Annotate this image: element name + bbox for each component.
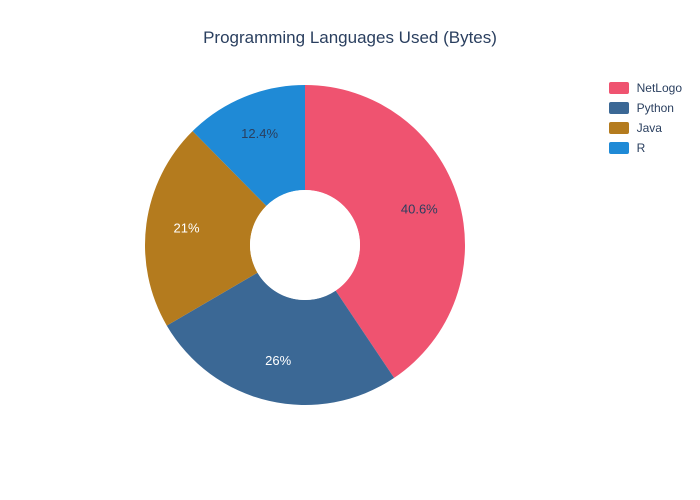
chart-title: Programming Languages Used (Bytes) [0,28,700,48]
donut-hole [250,190,360,300]
legend-swatch [609,122,629,134]
donut-chart: 40.6%26%21%12.4% [145,85,465,405]
donut-svg: 40.6%26%21%12.4% [145,85,465,405]
legend-label: Java [637,120,662,136]
legend-label: Python [637,100,674,116]
legend-swatch [609,102,629,114]
legend-item-python[interactable]: Python [609,100,682,116]
legend-item-java[interactable]: Java [609,120,682,136]
legend-label: R [637,140,646,156]
legend-item-netlogo[interactable]: NetLogo [609,80,682,96]
legend-swatch [609,82,629,94]
legend: NetLogo Python Java R [609,80,682,160]
legend-item-r[interactable]: R [609,140,682,156]
legend-swatch [609,142,629,154]
legend-label: NetLogo [637,80,682,96]
